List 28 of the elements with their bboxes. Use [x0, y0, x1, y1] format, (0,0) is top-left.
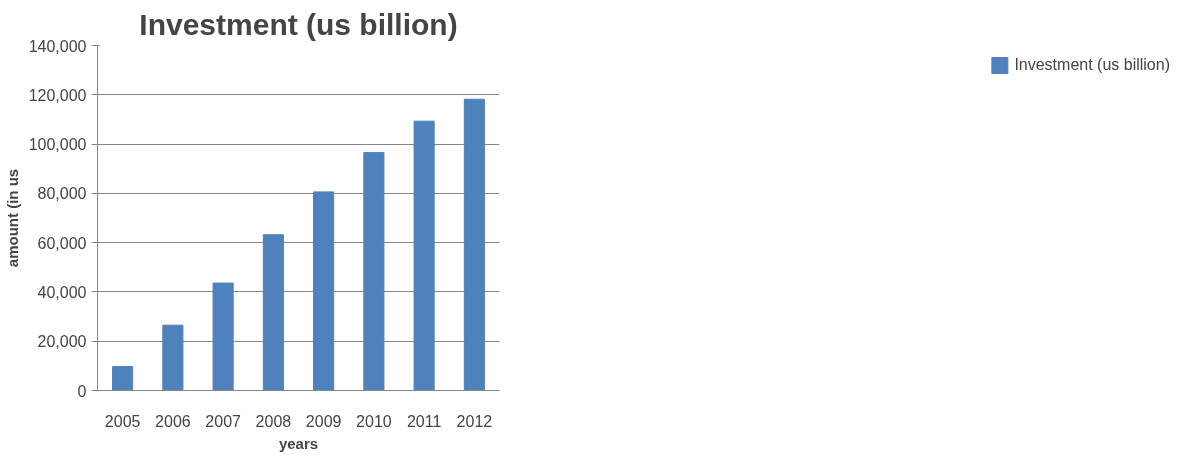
y-tick-label: 0	[77, 382, 87, 400]
bar	[463, 98, 485, 391]
y-tick-label: 60,000	[37, 234, 87, 252]
chart-title: Investment (us billion)	[139, 7, 458, 41]
x-axis-title: years	[278, 434, 319, 452]
y-tick-label: 20,000	[37, 333, 87, 351]
bar	[262, 234, 284, 391]
x-tick-label: 2007	[205, 412, 242, 430]
y-tick-label: 40,000	[37, 283, 87, 301]
y-tick-label: 80,000	[37, 185, 87, 203]
bar	[212, 282, 234, 391]
x-tick-label: 2010	[356, 412, 392, 430]
y-tick-label: 120,000	[28, 86, 87, 104]
bar	[162, 324, 184, 391]
x-tick-label: 2005	[104, 412, 141, 430]
x-tick-label: 2008	[255, 412, 292, 430]
x-tick-label: 2009	[305, 412, 342, 430]
x-tick-label: 2011	[406, 412, 442, 430]
y-axis-title: amount (in us	[3, 168, 21, 268]
bar	[112, 366, 134, 391]
x-tick-label: 2006	[155, 412, 191, 430]
x-tick-label: 2012	[456, 412, 493, 430]
bar	[313, 191, 335, 391]
legend-label: Investment (us billion)	[1014, 56, 1170, 74]
bar	[413, 120, 435, 391]
y-tick-label: 140,000	[28, 37, 87, 55]
y-tick-label: 100,000	[28, 136, 87, 154]
bar	[363, 151, 385, 391]
